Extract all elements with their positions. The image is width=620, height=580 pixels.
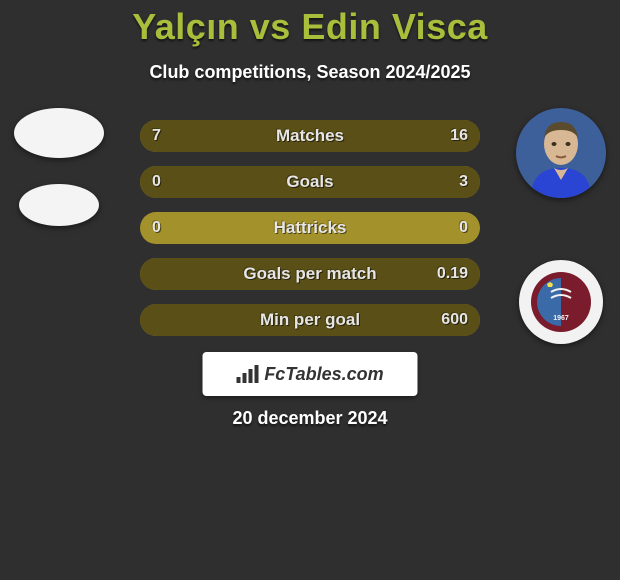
stat-bars: 7 16 Matches 0 3 Goals 0 0 Hattricks 0.19 Goals pe… — [140, 120, 480, 336]
stat-value-right: 3 — [459, 173, 468, 191]
stat-value-right: 0.19 — [437, 265, 468, 283]
branding-badge: FcTables.com — [203, 352, 418, 396]
stat-row: 0 3 Goals — [140, 166, 480, 198]
trabzonspor-badge-icon: 1967 — [529, 270, 593, 334]
stat-value-right: 0 — [459, 219, 468, 237]
stat-row: 7 16 Matches — [140, 120, 480, 152]
stat-label: Goals per match — [243, 264, 376, 284]
stat-row: 0 0 Hattricks — [140, 212, 480, 244]
stat-row: 600 Min per goal — [140, 304, 480, 336]
stat-value-left: 0 — [152, 219, 161, 237]
left-club-avatar — [19, 184, 99, 226]
branding-text: FcTables.com — [264, 364, 383, 385]
stat-value-right: 16 — [450, 127, 468, 145]
stat-label: Goals — [286, 172, 333, 192]
svg-text:1967: 1967 — [553, 315, 569, 322]
stat-value-right: 600 — [441, 311, 468, 329]
chart-icon — [236, 365, 258, 383]
right-player-avatar — [516, 108, 606, 198]
stat-value-left: 0 — [152, 173, 161, 191]
comparison-card: Yalçın vs Edin Visca Club competitions, … — [0, 0, 620, 580]
date-text: 20 december 2024 — [232, 408, 387, 429]
stat-label: Hattricks — [274, 218, 347, 238]
stat-row: 0.19 Goals per match — [140, 258, 480, 290]
player-portrait-icon — [516, 108, 606, 198]
stat-label: Min per goal — [260, 310, 360, 330]
right-avatars: 1967 — [516, 108, 606, 344]
stat-label: Matches — [276, 126, 344, 146]
left-player-avatar — [14, 108, 104, 158]
right-club-avatar: 1967 — [519, 260, 603, 344]
left-avatars — [14, 108, 104, 226]
page-title: Yalçın vs Edin Visca — [0, 0, 620, 48]
stat-value-left: 7 — [152, 127, 161, 145]
page-subtitle: Club competitions, Season 2024/2025 — [0, 62, 620, 83]
